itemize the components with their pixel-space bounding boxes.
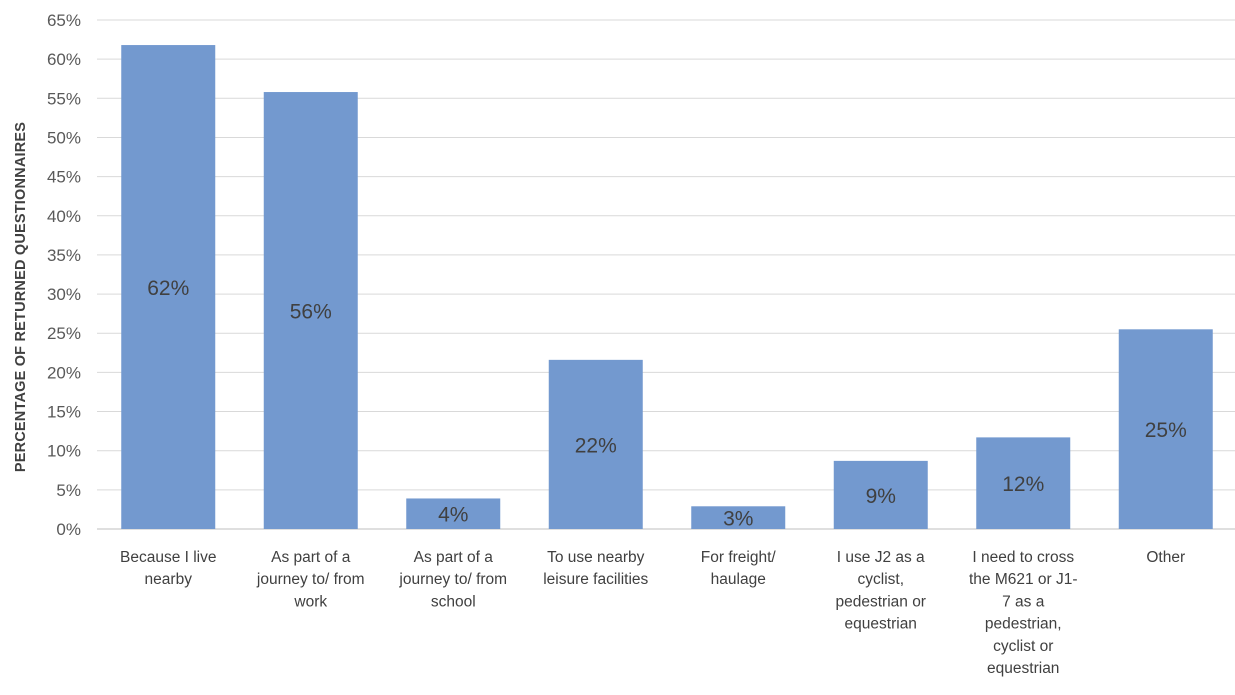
x-category-label: I need to cross the M621 or J1-7 as a pede… [969, 549, 1078, 677]
data-label: 4% [438, 504, 468, 527]
x-category-label: I use J2 as a cyclist, pedestrian or equest… [836, 549, 926, 633]
data-label: 9% [866, 485, 896, 508]
bar [976, 437, 1071, 529]
bar [263, 92, 358, 529]
x-category-label: For freight/haulage [701, 549, 777, 588]
data-label: 62% [147, 277, 189, 300]
y-tick-label: 5% [56, 481, 81, 500]
bars [121, 45, 1213, 529]
y-tick-label: 50% [47, 128, 81, 147]
y-tick-label: 65% [47, 11, 81, 30]
y-tick-label: 45% [47, 168, 81, 187]
x-category-label: Because I live nearby [120, 549, 217, 588]
x-category-label: As part of a journey to/ from school [398, 549, 507, 610]
bar [691, 506, 786, 529]
y-axis-title: PERCENTAGE OF RETURNED QUESTIONNAIRES [13, 122, 29, 472]
y-axis-tick-labels: 0% 5% 10% 15% 20% 25% 30% 35% 40% 45% 50% 55% 60% 65% [47, 11, 81, 539]
y-tick-label: 25% [47, 324, 81, 343]
y-tick-label: 30% [47, 285, 81, 304]
y-tick-label: 35% [47, 246, 81, 265]
bar [1118, 329, 1213, 529]
data-label: 25% [1145, 419, 1187, 442]
data-label: 3% [723, 508, 753, 531]
bar [406, 498, 501, 529]
y-tick-label: 55% [47, 89, 81, 108]
x-axis-category-labels: Because I live nearby As part of a journey … [120, 549, 1185, 677]
bar [833, 460, 928, 529]
bar [121, 45, 216, 529]
y-tick-label: 0% [56, 520, 81, 539]
y-tick-label: 15% [47, 403, 81, 422]
x-category-label: Other [1146, 549, 1185, 566]
data-labels: 62% 56% 4% 22% 3% 9% 12% 25% [147, 277, 1187, 531]
bar [548, 359, 643, 529]
data-label: 22% [575, 434, 617, 457]
y-tick-label: 10% [47, 442, 81, 461]
data-label: 12% [1002, 473, 1044, 496]
x-category-label: As part of a journey to/ from work [256, 549, 365, 610]
y-tick-label: 60% [47, 50, 81, 69]
data-label: 56% [290, 301, 332, 324]
y-tick-label: 20% [47, 363, 81, 382]
y-tick-label: 40% [47, 207, 81, 226]
x-category-label: To use nearby leisure facilities [543, 549, 648, 588]
